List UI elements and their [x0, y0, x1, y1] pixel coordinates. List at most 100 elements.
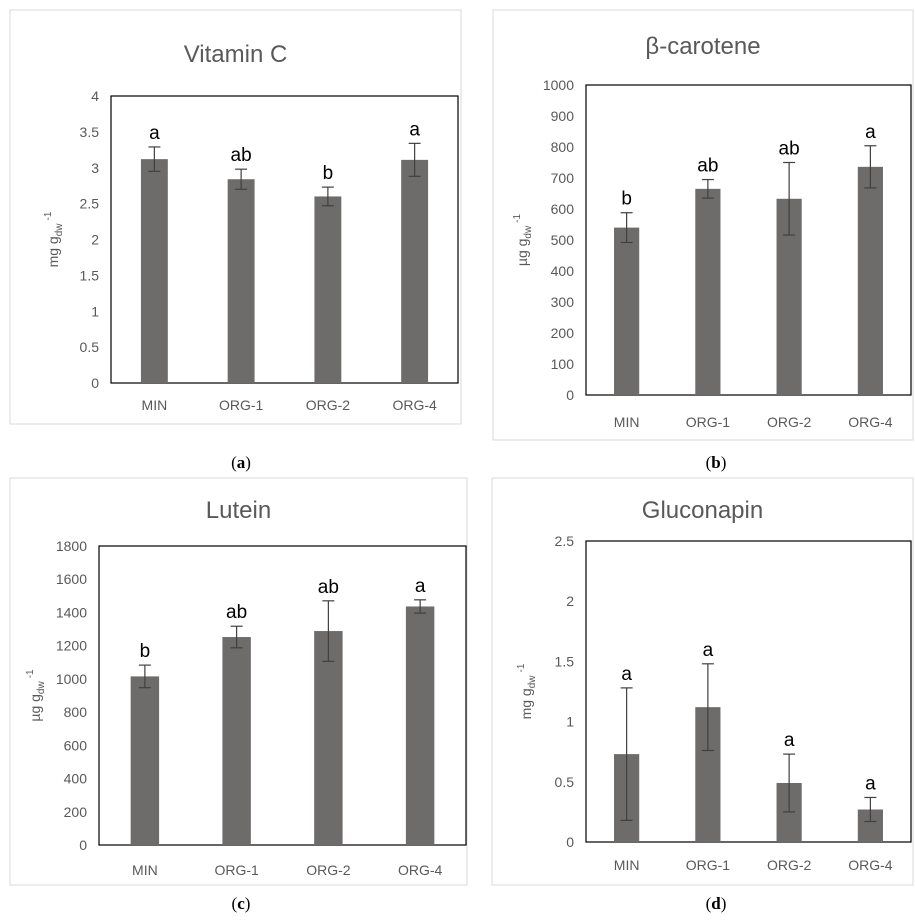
bar-org-1: [227, 179, 255, 383]
significance-label: a: [409, 119, 420, 140]
y-tick-label: 600: [64, 737, 88, 753]
y-tick-label: 200: [64, 804, 88, 820]
y-tick-label: 300: [551, 294, 575, 310]
error-bar-org-2: [322, 600, 335, 662]
significance-label: ab: [231, 145, 252, 166]
y-tick-label: 1: [91, 303, 99, 319]
error-bar-org-1: [230, 625, 243, 649]
significance-label: a: [621, 664, 632, 685]
significance-label: ab: [697, 156, 718, 177]
y-tick-label: 800: [551, 139, 575, 155]
y-tick-label: 400: [64, 771, 88, 787]
y-tick-label: 700: [551, 170, 575, 186]
plot-area: [585, 540, 912, 843]
y-tick-label: 800: [64, 704, 88, 720]
error-bar-org-1: [235, 168, 248, 190]
error-bar-min: [138, 664, 151, 689]
significance-label: b: [140, 641, 151, 662]
significance-label: a: [149, 123, 160, 144]
y-tick-label: 600: [551, 201, 575, 217]
x-tick-label: ORG-2: [767, 414, 812, 430]
x-tick-label: ORG-2: [306, 397, 351, 413]
significance-label: a: [703, 640, 714, 661]
plot-area: [585, 84, 912, 396]
error-bar-min: [620, 212, 633, 244]
y-tick-label: 2: [566, 593, 574, 609]
chart-title: Gluconapin: [642, 497, 763, 524]
y-tick-label: 1000: [543, 77, 574, 93]
bar-min: [140, 159, 168, 383]
error-bar-org-4: [864, 796, 877, 823]
error-bar-org-2: [783, 161, 796, 236]
significance-label: a: [415, 576, 426, 597]
x-tick-label: ORG-1: [219, 397, 264, 413]
x-tick-label: ORG-4: [392, 397, 437, 413]
significance-label: a: [784, 730, 795, 751]
significance-label: ab: [779, 139, 800, 160]
y-tick-label: 1400: [56, 604, 87, 620]
error-bar-org-2: [321, 186, 334, 207]
panel-label: (b): [706, 453, 727, 472]
significance-label: a: [865, 773, 876, 794]
bar-org-4: [401, 159, 429, 383]
bar-org-1: [695, 188, 721, 395]
significance-label: b: [621, 189, 632, 210]
y-tick-label: 0: [566, 387, 574, 403]
y-tick-label: 200: [551, 325, 575, 341]
y-axis-label: mg gdw-1: [43, 211, 65, 267]
panel-label: (d): [706, 894, 727, 913]
y-tick-label: 0: [566, 834, 574, 850]
x-tick-label: MIN: [142, 397, 168, 413]
bar-org-4: [857, 166, 883, 395]
x-tick-label: ORG-4: [848, 857, 893, 873]
chart-title: Lutein: [206, 497, 271, 524]
y-tick-label: 2: [91, 232, 99, 248]
y-axis-label: µg gdw-1: [25, 669, 47, 722]
y-tick-label: 1.5: [80, 267, 100, 283]
bar-min: [130, 676, 160, 845]
chart-panel-b: β-carotene 0 100 200 300 400 500 600 700 800 900 10…: [492, 9, 914, 441]
y-axis-label: mg gdw-1: [516, 663, 538, 719]
error-bar-org-2: [783, 753, 796, 813]
significance-label: b: [323, 163, 334, 184]
x-tick-label: ORG-4: [398, 862, 443, 878]
error-bar-min: [148, 146, 161, 172]
x-tick-label: MIN: [132, 862, 158, 878]
y-tick-label: 4: [91, 88, 99, 104]
y-tick-label: 0.5: [80, 339, 100, 355]
y-tick-label: 2.5: [80, 196, 100, 212]
y-tick-label: 100: [551, 356, 575, 372]
y-axis-label: µg gdw-1: [512, 213, 534, 266]
y-tick-label: 1000: [56, 671, 87, 687]
y-tick-label: 1200: [56, 638, 87, 654]
error-bar-min: [620, 687, 633, 821]
significance-label: a: [865, 122, 876, 143]
y-tick-label: 3: [91, 160, 99, 176]
chart-title: β-carotene: [645, 33, 760, 60]
bar-min: [614, 227, 640, 395]
x-tick-label: ORG-1: [686, 857, 731, 873]
significance-label: ab: [318, 577, 339, 598]
error-bar-org-1: [701, 663, 714, 752]
y-tick-label: 2.5: [555, 533, 575, 549]
plot-area: [98, 545, 467, 846]
x-tick-label: ORG-2: [767, 857, 812, 873]
y-tick-label: 3.5: [80, 124, 100, 140]
y-tick-label: 1.5: [555, 653, 575, 669]
error-bar-org-4: [864, 145, 877, 189]
bar-org-4: [405, 606, 435, 845]
bar-org-2: [314, 631, 343, 845]
x-tick-label: ORG-1: [214, 862, 259, 878]
x-tick-label: ORG-2: [306, 862, 351, 878]
plot-area: [110, 95, 459, 384]
y-tick-label: 900: [551, 108, 575, 124]
chart-title: Vitamin C: [184, 41, 288, 68]
x-tick-label: MIN: [614, 414, 640, 430]
error-bar-org-4: [408, 142, 421, 177]
x-tick-label: ORG-1: [686, 414, 731, 430]
panel-label: (a): [231, 453, 251, 472]
chart-panel-c: Lutein 0 200 400 600 800 1000 1200 1400 1600 1800 µ…: [9, 477, 468, 886]
error-bar-org-4: [414, 599, 427, 614]
